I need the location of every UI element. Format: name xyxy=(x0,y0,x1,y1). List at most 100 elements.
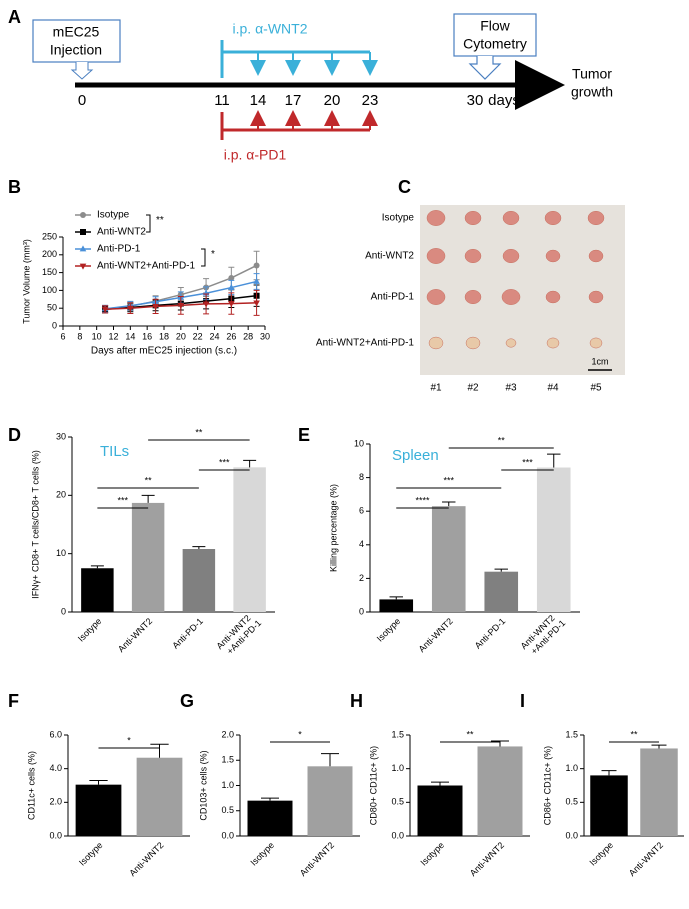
y-tick-label: 1.0 xyxy=(221,780,234,790)
bar xyxy=(182,549,216,612)
y-axis-label: IFNγ+ CD8+ T cells/CD8+ T cells (%) xyxy=(30,450,40,599)
legend-bracket xyxy=(201,248,206,267)
significance-label: *** xyxy=(443,475,454,485)
marker xyxy=(152,304,159,311)
wnt2-label: i.p. α-WNT2 xyxy=(233,21,308,37)
y-tick-label: 150 xyxy=(42,267,57,277)
x-tick-label: Isotype xyxy=(248,840,276,868)
outcome-text: growth xyxy=(571,84,613,100)
y-tick-label: 0 xyxy=(359,606,364,616)
injection-text: mEC25 xyxy=(53,24,100,40)
bar xyxy=(136,757,183,836)
tumor xyxy=(501,289,521,305)
tumor-photo xyxy=(420,205,625,375)
y-tick-label: 0.0 xyxy=(49,830,62,840)
tumor xyxy=(587,210,605,226)
x-tick-label: Anti-WNT2 xyxy=(127,840,165,878)
x-tick-label: Anti-WNT2+Anti-PD-1 xyxy=(519,610,568,659)
tumor xyxy=(588,249,604,263)
tumor xyxy=(588,290,604,304)
y-tick-label: 1.0 xyxy=(391,763,404,773)
y-axis-label: Tumor Volume (mm³) xyxy=(21,239,31,324)
marker xyxy=(177,302,185,309)
tumor xyxy=(428,336,444,350)
flow-text: Flow xyxy=(480,18,510,34)
legend-label: Anti-WNT2+Anti-PD-1 xyxy=(97,261,196,272)
significance-label: * xyxy=(127,735,131,745)
significance-label: **** xyxy=(415,495,430,505)
significance-label: ** xyxy=(498,435,506,445)
day-label: 23 xyxy=(362,92,379,109)
unit-text: days xyxy=(488,92,520,109)
flow-arrow xyxy=(468,56,502,80)
y-tick-label: 1.5 xyxy=(565,729,578,739)
y-axis-label: CD86+ CD11c+ (%) xyxy=(542,746,552,825)
y-tick-label: 10 xyxy=(56,548,66,558)
y-tick-label: 6 xyxy=(359,506,364,516)
error-bar xyxy=(321,753,339,767)
column-label: #3 xyxy=(505,383,517,394)
column-label: #5 xyxy=(590,383,602,394)
marker xyxy=(202,301,210,308)
y-tick-label: 4 xyxy=(359,539,364,549)
significance-label: ** xyxy=(145,475,153,485)
marker xyxy=(253,262,260,269)
x-tick-label: 22 xyxy=(193,331,203,341)
bar xyxy=(75,784,122,836)
tumor xyxy=(505,338,517,348)
y-tick-label: 0.0 xyxy=(391,830,404,840)
panel-letter: F xyxy=(8,691,19,711)
panel-letter: A xyxy=(8,7,21,27)
x-tick-label: Anti-WNT2 xyxy=(468,840,506,878)
significance-label: * xyxy=(298,729,302,739)
x-tick-label: 16 xyxy=(142,331,152,341)
x-tick-label: 30 xyxy=(260,331,270,341)
x-tick-label: 20 xyxy=(176,331,186,341)
y-tick-label: 8 xyxy=(359,472,364,482)
timeline: mEC25 Injection i.p. α-WNT2 i.p. α-PD1 F… xyxy=(32,13,613,163)
panel-letter: G xyxy=(180,691,194,711)
significance-label: ** xyxy=(156,215,164,226)
x-tick-label: 28 xyxy=(243,331,253,341)
error-bar xyxy=(243,459,257,468)
y-tick-label: 10 xyxy=(354,438,364,448)
x-tick-label: Anti-WNT2 xyxy=(417,616,455,654)
error-bar xyxy=(150,743,169,758)
day-label: 20 xyxy=(324,92,341,109)
tumor xyxy=(546,337,560,349)
y-tick-label: 20 xyxy=(56,490,66,500)
column-label: #2 xyxy=(467,383,479,394)
y-tick-label: 1.0 xyxy=(565,763,578,773)
y-tick-label: 0.0 xyxy=(221,830,234,840)
marker xyxy=(79,263,87,270)
error-bar xyxy=(651,744,667,749)
y-tick-label: 0.5 xyxy=(391,797,404,807)
y-tick-label: 2 xyxy=(359,573,364,583)
outcome-text: Tumor xyxy=(572,66,612,82)
y-axis-label: CD11c+ cells (%) xyxy=(26,751,36,820)
injection-arrow xyxy=(70,62,94,80)
x-tick-label: Isotype xyxy=(77,840,105,868)
x-tick-label: Isotype xyxy=(418,840,446,868)
panel-letter: I xyxy=(520,691,525,711)
tumor xyxy=(589,337,603,349)
bar xyxy=(431,506,466,612)
tumor xyxy=(464,248,482,264)
flow-text: Cytometry xyxy=(463,36,527,52)
bar xyxy=(477,746,523,836)
error-bar xyxy=(442,501,456,507)
marker xyxy=(79,245,87,252)
marker xyxy=(127,305,134,312)
tumor xyxy=(426,289,446,305)
day-label: 14 xyxy=(250,92,267,109)
significance-label: *** xyxy=(117,495,128,505)
x-axis-label: Days after mEC25 injection (s.c.) xyxy=(91,346,237,357)
marker xyxy=(253,277,260,284)
row-label: Isotype xyxy=(382,213,415,224)
significance-label: ** xyxy=(630,729,638,739)
row-label: Anti-WNT2 xyxy=(365,251,414,262)
column-label: #1 xyxy=(430,383,442,394)
y-tick-label: 1.5 xyxy=(391,729,404,739)
x-tick-label: 6 xyxy=(60,331,65,341)
x-tick-label: Anti-WNT2+Anti-PD-1 xyxy=(215,610,264,659)
